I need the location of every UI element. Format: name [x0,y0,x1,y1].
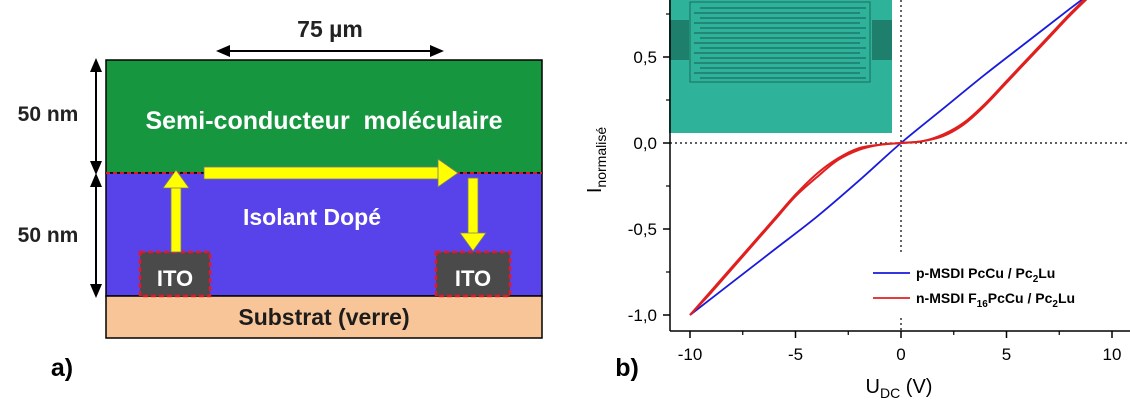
width-label: 75 µm [297,16,363,42]
electrode-right-label: ITO [455,266,491,291]
series-layer [689,0,1088,316]
width-dimension [216,45,444,57]
x-tick-label: 5 [1002,345,1011,364]
arrow-down-head [459,232,487,252]
panel-b: -10 -5 0 5 10 -1,0 -0,5 0,0 0,5 p-MSDI PcCu / Pc… [584,0,1130,400]
current-path-arrows [162,158,487,253]
y-axis-title: Inormalisé [584,127,609,193]
panel-b-label: b) [615,354,639,382]
x-tick-label: 10 [1103,345,1122,364]
electrode-right [434,250,512,298]
panel-a-label: a) [51,354,73,382]
arrow-right-shaft [203,166,441,180]
thickness-bottom-label: 50 nm [18,224,79,247]
electrode-left [138,250,212,298]
insulator-label: Isolant Dopé [243,204,381,230]
electrode-left-label: ITO [157,266,193,291]
x-tick-label: -10 [678,345,703,364]
arrow-down-shaft [467,177,479,235]
legend-label-p: p-MSDI PcCu / Pc2Lu [916,265,1055,285]
legend: p-MSDI PcCu / Pc2Lu n-MSDI F16PcCu / Pc2… [873,265,1075,310]
arrow-up-head [162,169,190,189]
x-axis-title: UDC (V) [866,376,933,400]
semiconductor-layer [105,59,543,174]
arrow-right-head [437,158,459,188]
y-tick-label: 0,5 [633,48,657,67]
device-micrograph-inset [669,0,892,133]
thickness-top-label: 50 nm [18,103,79,126]
panel-a: ITO ITO Semi-conducteur moléculaire Isol… [18,16,543,382]
substrate-label: Substrat (verre) [238,304,409,330]
axis-ticks: -10 -5 0 5 10 -1,0 -0,5 0,0 0,5 [628,13,1122,364]
arrow-up-shaft [170,185,182,253]
y-tick-label: 0,0 [633,134,657,153]
series-n-msdi-return-line [689,0,1086,316]
x-tick-label: -5 [788,345,803,364]
substrate-layer [105,295,543,339]
thickness-dimension [90,58,102,298]
semiconductor-label: Semi-conducteur moléculaire [145,107,502,135]
y-tick-label: -0,5 [628,220,657,239]
legend-label-n: n-MSDI F16PcCu / Pc2Lu [916,290,1075,310]
y-tick-label: -1,0 [628,306,657,325]
x-tick-label: 0 [896,345,905,364]
